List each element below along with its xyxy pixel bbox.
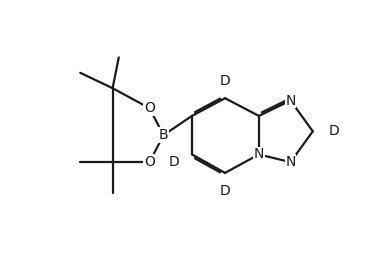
Text: D: D	[169, 155, 180, 169]
Text: O: O	[144, 155, 155, 169]
Text: O: O	[144, 101, 155, 115]
Text: N: N	[285, 155, 296, 169]
Text: N: N	[285, 94, 296, 108]
Text: D: D	[220, 184, 230, 198]
Text: D: D	[220, 74, 230, 88]
Text: B: B	[159, 128, 168, 142]
Text: N: N	[254, 147, 264, 161]
Text: D: D	[329, 124, 340, 138]
